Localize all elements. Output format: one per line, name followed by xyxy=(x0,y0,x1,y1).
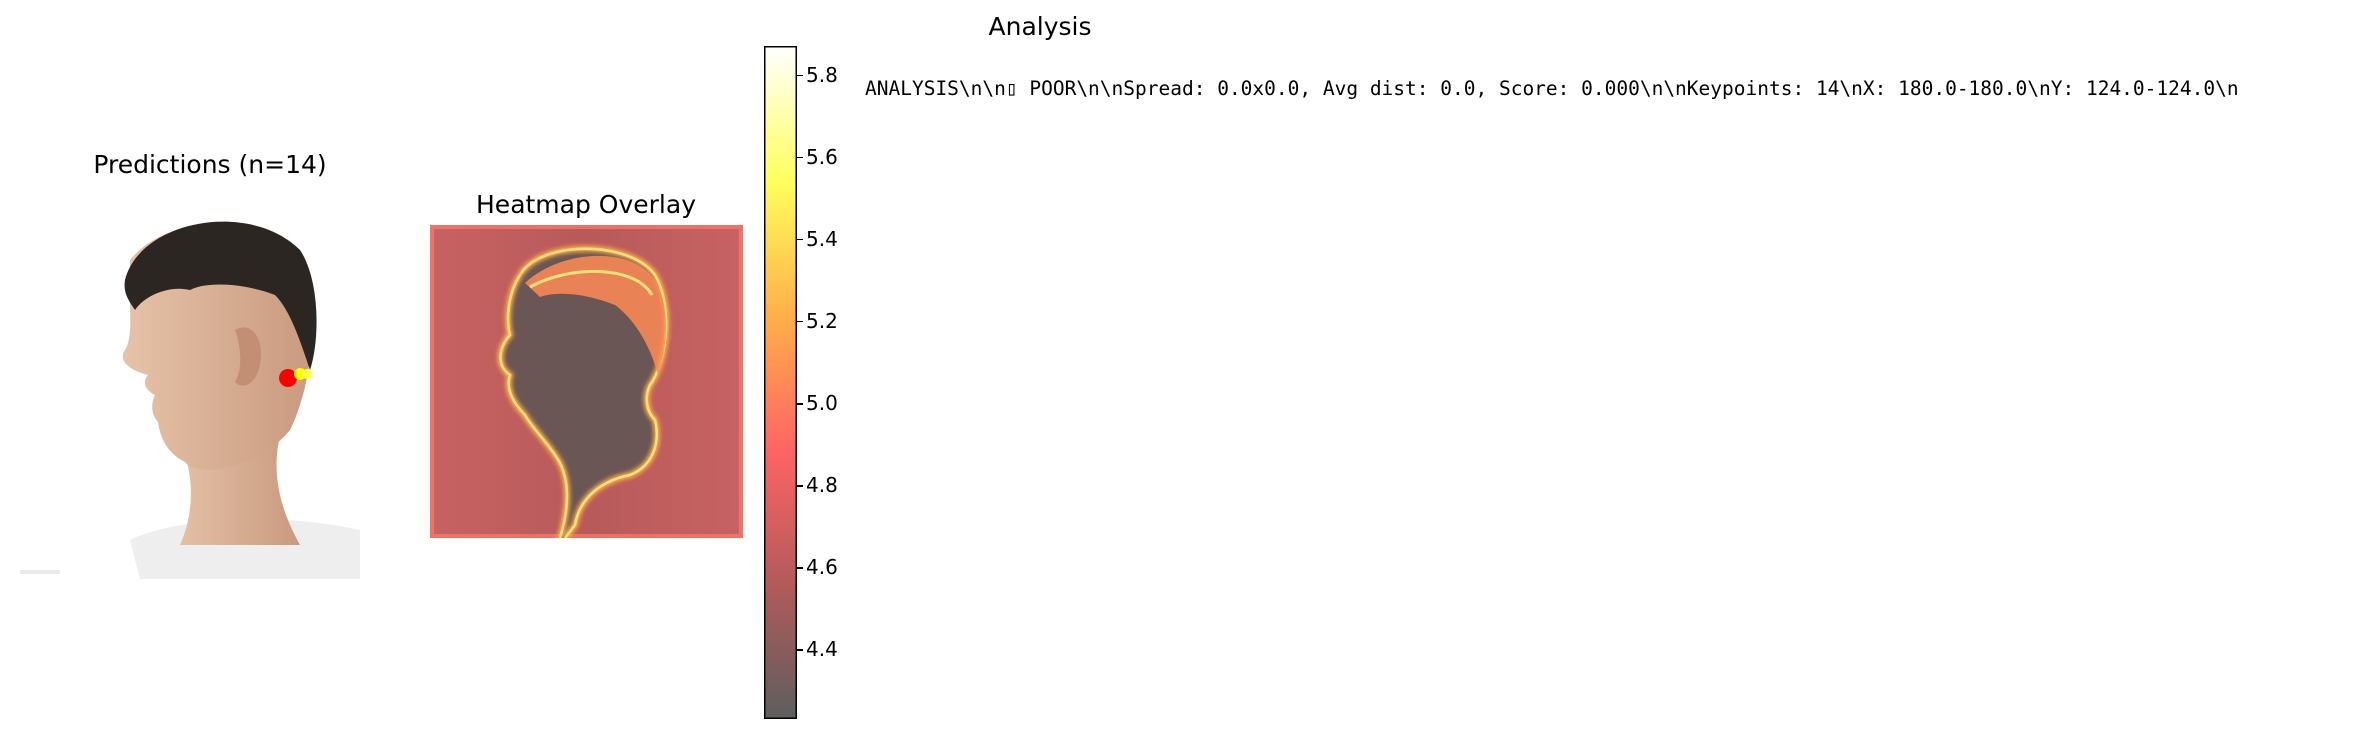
analysis-title: Analysis xyxy=(988,12,1092,41)
colorbar-tick-label: 5.2 xyxy=(806,308,838,333)
predictions-title: Predictions (n=14) xyxy=(93,150,327,179)
keypoint-marker xyxy=(279,369,297,387)
colorbar xyxy=(764,46,797,719)
analysis-text: ANALYSIS\n\n▯ POOR\n\nSpread: 0.0x0.0, A… xyxy=(865,77,2239,100)
colorbar-tick-mark xyxy=(797,74,803,77)
colorbar-tick-mark xyxy=(797,403,803,405)
heatmap-title: Heatmap Overlay xyxy=(476,190,696,219)
colorbar-tick-mark xyxy=(797,320,803,323)
colorbar-tick-mark xyxy=(797,238,803,241)
keypoint-marker xyxy=(302,369,312,379)
colorbar-tick-label: 5.4 xyxy=(806,226,838,251)
colorbar-tick-mark xyxy=(797,156,803,159)
predictions-image xyxy=(20,200,363,579)
colorbar-tick-label: 5.0 xyxy=(806,391,838,416)
colorbar-tick-label: 4.6 xyxy=(806,555,838,580)
colorbar-tick-mark xyxy=(797,649,803,651)
colorbar-tick-mark xyxy=(797,567,803,569)
colorbar-tick-label: 5.8 xyxy=(806,62,838,87)
colorbar-tick-label: 4.8 xyxy=(806,473,838,498)
colorbar-tick-label: 4.4 xyxy=(806,637,838,662)
colorbar-tick-mark xyxy=(797,485,803,487)
colorbar-tick-label: 5.6 xyxy=(806,144,838,169)
heatmap-overlay xyxy=(430,225,743,538)
